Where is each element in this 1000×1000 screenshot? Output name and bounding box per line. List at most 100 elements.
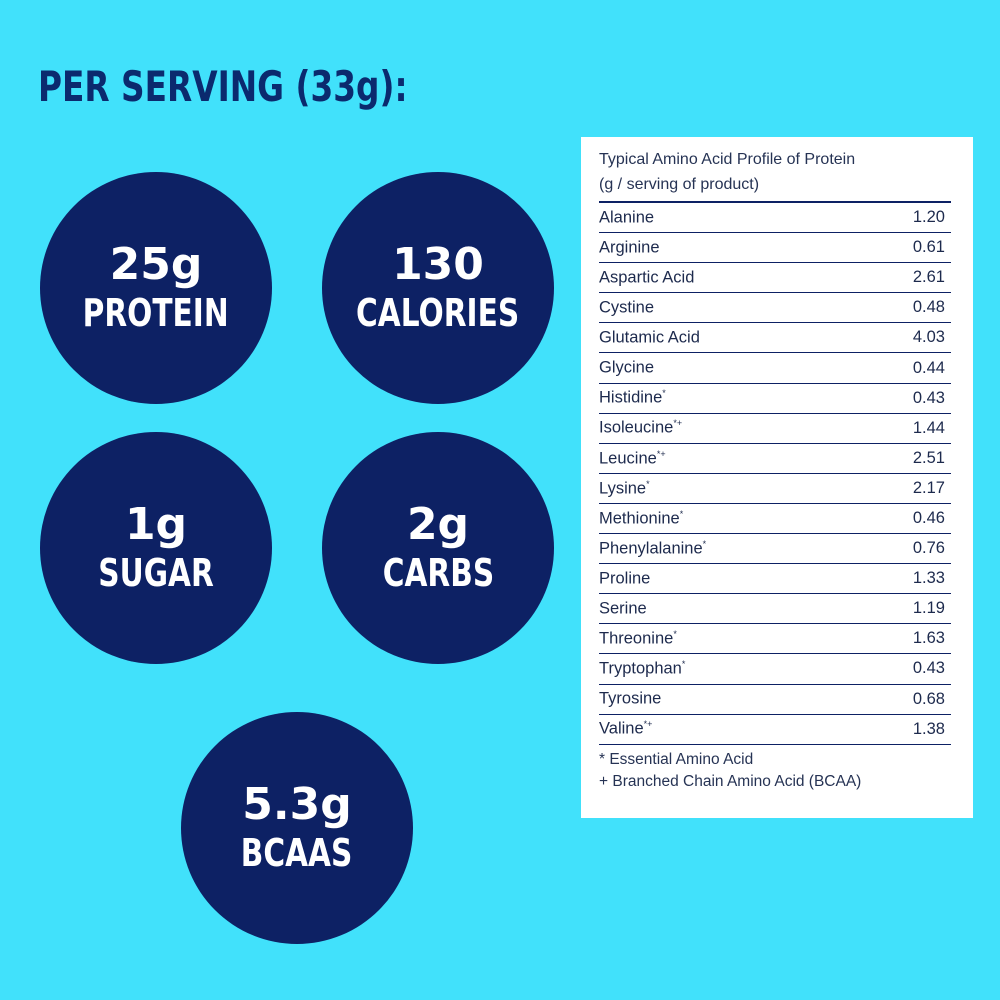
amino-acid-table: Typical Amino Acid Profile of Protein (g…: [581, 137, 973, 818]
amino-acid-label: Proline: [599, 569, 651, 588]
amino-acid-mark: *: [681, 659, 686, 670]
amino-acid-name: Cystine: [599, 298, 654, 318]
protein-value: 25g: [109, 239, 203, 290]
amino-acid-label: Isoleucine: [599, 418, 674, 437]
amino-acid-mark: *: [673, 629, 677, 640]
calories-label: CALORIES: [356, 291, 520, 335]
amino-acid-value: 1.19: [912, 599, 945, 618]
table-footnotes: * Essential Amino Acid + Branched Chain …: [599, 749, 951, 793]
table-row: Valine*+ 1.38: [599, 715, 951, 745]
amino-acid-name: Serine: [599, 599, 647, 619]
footnote-essential: * Essential Amino Acid: [599, 750, 754, 768]
table-row: Cystine 0.48: [599, 293, 951, 324]
amino-acid-value: 0.44: [912, 358, 945, 377]
amino-acid-name: Arginine: [599, 238, 660, 258]
table-row: Isoleucine*+ 1.44: [599, 414, 951, 444]
amino-acid-label: Arginine: [599, 238, 660, 257]
amino-acid-name: Tryptophan*: [599, 659, 685, 679]
amino-acid-value: 1.20: [912, 208, 945, 227]
amino-acid-name: Methionine*: [599, 509, 683, 529]
amino-acid-label: Glutamic Acid: [599, 328, 700, 347]
table-title-line2: (g / serving of product): [599, 176, 760, 193]
amino-acid-name: Isoleucine*+: [599, 418, 682, 438]
amino-acid-name: Aspartic Acid: [599, 268, 694, 288]
bcaas-label: BCAAS: [241, 831, 353, 875]
amino-acid-value: 1.63: [912, 629, 945, 648]
amino-acid-name: Glutamic Acid: [599, 328, 700, 348]
table-row: Tyrosine 0.68: [599, 685, 951, 715]
amino-acid-value: 1.44: [912, 418, 945, 437]
calories-badge: 130 CALORIES: [322, 172, 554, 404]
amino-acid-value: 1.33: [912, 569, 945, 588]
sugar-label: SUGAR: [98, 551, 214, 595]
amino-acid-label: Methionine: [599, 509, 680, 528]
calories-value: 130: [392, 239, 484, 290]
amino-acid-mark: *: [679, 508, 684, 519]
carbs-value: 2g: [406, 499, 470, 550]
amino-acid-value: 0.43: [912, 659, 945, 678]
amino-acid-label: Threonine: [599, 629, 674, 648]
amino-acid-label: Tryptophan: [599, 659, 682, 678]
amino-acid-mark: *: [702, 538, 707, 549]
amino-acid-mark: *+: [673, 418, 683, 429]
amino-acid-value: 0.61: [912, 238, 945, 257]
table-row: Threonine* 1.63: [599, 624, 951, 655]
amino-acid-value: 1.38: [912, 719, 945, 738]
amino-acid-name: Phenylalanine*: [599, 539, 706, 559]
amino-acid-name: Tyrosine: [599, 689, 661, 709]
protein-label: PROTEIN: [82, 291, 230, 335]
carbs-label: CARBS: [382, 551, 494, 595]
amino-acid-label: Glycine: [599, 358, 655, 377]
amino-acid-label: Serine: [599, 599, 647, 618]
amino-acid-label: Valine: [599, 719, 644, 738]
table-row: Arginine 0.61: [599, 233, 951, 264]
amino-acid-name: Threonine*: [599, 629, 677, 649]
sugar-badge: 1g SUGAR: [40, 432, 272, 664]
amino-acid-value: 0.76: [912, 539, 945, 558]
table-row: Proline 1.33: [599, 564, 951, 595]
amino-acid-mark: *+: [656, 448, 666, 459]
footnote-bcaa: + Branched Chain Amino Acid (BCAA): [599, 772, 862, 790]
carbs-badge: 2g CARBS: [322, 432, 554, 664]
amino-acid-name: Alanine: [599, 208, 654, 228]
amino-acid-value: 2.17: [912, 478, 945, 497]
table-row: Histidine* 0.43: [599, 384, 951, 414]
amino-acid-label: Leucine: [599, 449, 657, 468]
amino-acid-name: Leucine*+: [599, 449, 666, 469]
table-row: Glycine 0.44: [599, 353, 951, 384]
table-rows: Alanine 1.20 Arginine 0.61 Aspartic Acid 2.61…: [599, 203, 951, 745]
bcaas-value: 5.3g: [242, 779, 352, 830]
sugar-value: 1g: [124, 499, 188, 550]
amino-acid-value: 2.51: [912, 448, 945, 467]
amino-acid-mark: *: [646, 478, 650, 489]
amino-acid-label: Aspartic Acid: [599, 268, 695, 287]
amino-acid-name: Lysine*: [599, 479, 650, 499]
amino-acid-label: Cystine: [599, 298, 655, 317]
amino-acid-name: Histidine*: [599, 388, 666, 408]
page-title: PER SERVING (33g):: [38, 62, 408, 111]
table-title-line1: Typical Amino Acid Profile of Protein: [599, 151, 856, 168]
amino-acid-label: Alanine: [599, 208, 655, 227]
table-title: Typical Amino Acid Profile of Protein (g…: [599, 147, 951, 203]
table-row: Phenylalanine* 0.76: [599, 534, 951, 565]
amino-acid-mark: *+: [643, 719, 653, 730]
table-row: Leucine*+ 2.51: [599, 444, 951, 474]
table-row: Tryptophan* 0.43: [599, 654, 951, 685]
bcaas-badge: 5.3g BCAAS: [181, 712, 413, 944]
table-row: Methionine* 0.46: [599, 504, 951, 535]
table-row: Aspartic Acid 2.61: [599, 263, 951, 294]
table-row: Serine 1.19: [599, 594, 951, 625]
amino-acid-value: 2.61: [912, 268, 945, 287]
amino-acid-label: Histidine: [599, 388, 663, 407]
amino-acid-value: 0.43: [912, 388, 945, 407]
amino-acid-value: 0.46: [912, 508, 945, 527]
amino-acid-name: Glycine: [599, 358, 654, 378]
amino-acid-label: Phenylalanine: [599, 539, 703, 558]
amino-acid-mark: *: [662, 388, 666, 399]
amino-acid-value: 0.48: [912, 298, 945, 317]
table-row: Glutamic Acid 4.03: [599, 323, 951, 354]
amino-acid-value: 4.03: [912, 328, 945, 347]
amino-acid-name: Proline: [599, 569, 650, 589]
table-row: Alanine 1.20: [599, 203, 951, 234]
amino-acid-label: Tyrosine: [599, 689, 662, 708]
